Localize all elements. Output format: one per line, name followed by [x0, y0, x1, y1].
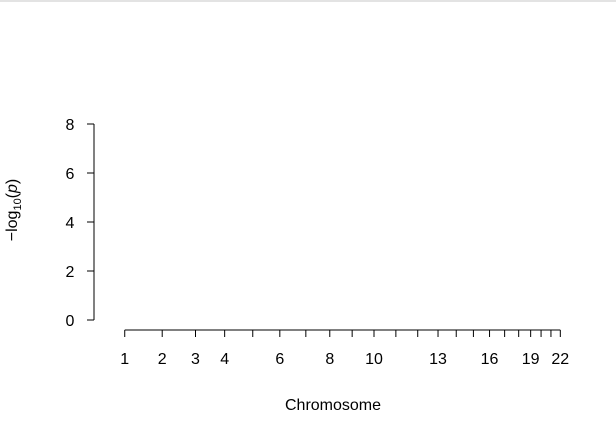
chromosome-3-points — [183, 1, 208, 318]
points-layer — [108, 1, 563, 318]
chromosome-2-points — [146, 1, 179, 318]
chromosome-1-points — [108, 1, 141, 318]
